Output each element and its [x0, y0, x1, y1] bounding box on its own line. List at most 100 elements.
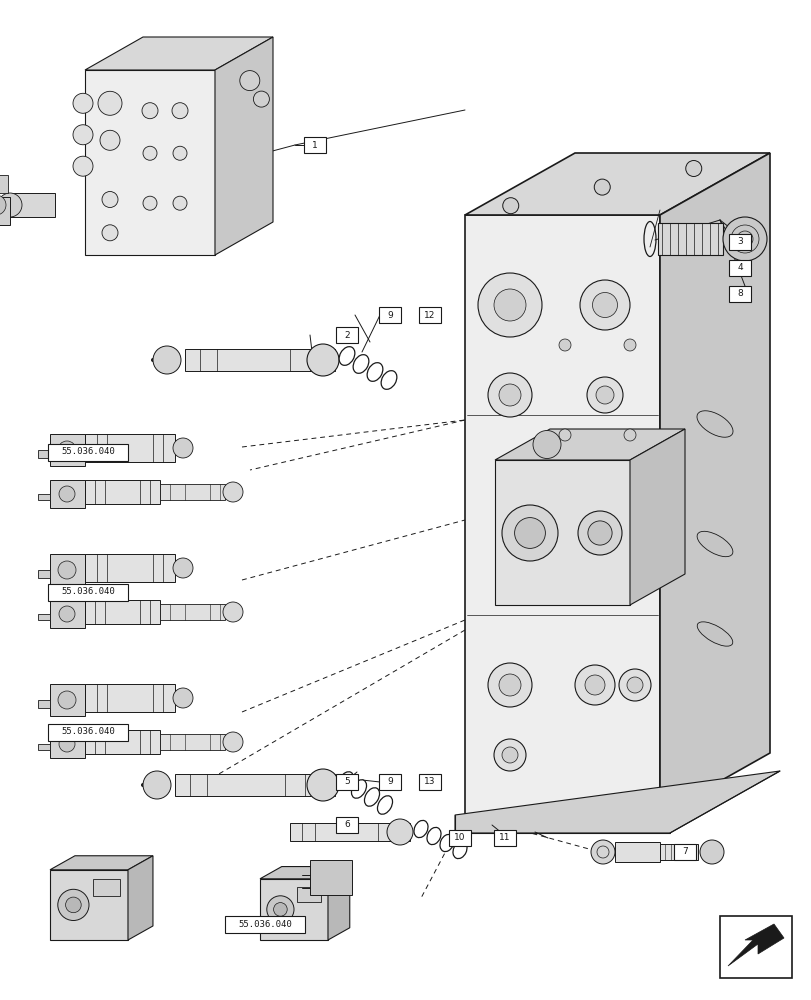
Circle shape	[586, 377, 622, 413]
Bar	[160, 604, 225, 620]
Bar	[85, 730, 160, 754]
Ellipse shape	[338, 772, 353, 790]
Bar	[50, 600, 85, 628]
Circle shape	[594, 179, 610, 195]
Circle shape	[493, 739, 526, 771]
Text: 4: 4	[736, 263, 742, 272]
Bar	[50, 730, 85, 758]
Circle shape	[0, 193, 22, 217]
Polygon shape	[85, 70, 215, 255]
Polygon shape	[85, 37, 272, 70]
Bar	[297, 887, 321, 902]
Text: 9: 9	[387, 310, 393, 320]
Circle shape	[574, 665, 614, 705]
Ellipse shape	[414, 820, 427, 838]
Circle shape	[623, 339, 635, 351]
Circle shape	[73, 125, 93, 145]
Text: 55.036.040: 55.036.040	[238, 920, 291, 929]
Circle shape	[307, 344, 338, 376]
Text: 11: 11	[499, 833, 510, 842]
Bar	[50, 480, 85, 508]
Circle shape	[253, 91, 269, 107]
Polygon shape	[260, 867, 350, 879]
Ellipse shape	[427, 827, 440, 845]
Bar	[379, 774, 401, 790]
Circle shape	[307, 769, 338, 801]
Bar	[336, 327, 358, 343]
Circle shape	[587, 521, 611, 545]
Bar	[493, 830, 515, 846]
Text: 1: 1	[311, 141, 317, 150]
Circle shape	[223, 602, 242, 622]
Circle shape	[584, 675, 604, 695]
Circle shape	[592, 292, 616, 318]
Bar	[719, 916, 791, 978]
Circle shape	[223, 732, 242, 752]
Text: 55.036.040: 55.036.040	[61, 448, 114, 456]
Circle shape	[618, 669, 650, 701]
Ellipse shape	[339, 347, 354, 365]
Polygon shape	[465, 215, 659, 815]
Bar	[728, 234, 750, 250]
Ellipse shape	[353, 355, 368, 373]
Text: 8: 8	[736, 290, 742, 298]
Circle shape	[626, 677, 642, 693]
Circle shape	[502, 198, 518, 214]
Circle shape	[143, 771, 171, 799]
Bar	[38, 570, 50, 578]
Circle shape	[143, 196, 157, 210]
Bar	[657, 223, 722, 255]
Circle shape	[102, 225, 118, 241]
Bar	[0, 197, 10, 225]
Circle shape	[501, 747, 517, 763]
Ellipse shape	[351, 780, 366, 798]
Circle shape	[173, 438, 193, 458]
Text: 6: 6	[344, 820, 350, 829]
Bar	[50, 554, 85, 586]
Circle shape	[590, 840, 614, 864]
Bar	[310, 860, 351, 895]
Polygon shape	[727, 924, 783, 966]
Bar	[336, 817, 358, 833]
Circle shape	[58, 691, 76, 709]
Bar	[175, 774, 335, 796]
Circle shape	[173, 688, 193, 708]
Bar	[92, 879, 120, 896]
Bar	[225, 916, 305, 933]
Circle shape	[100, 130, 120, 150]
Bar	[290, 823, 410, 841]
Bar	[50, 434, 85, 466]
Ellipse shape	[367, 363, 383, 381]
Bar	[0, 175, 8, 193]
Polygon shape	[50, 856, 152, 870]
Circle shape	[478, 273, 541, 337]
Circle shape	[152, 346, 181, 374]
Text: 55.036.040: 55.036.040	[61, 587, 114, 596]
Circle shape	[558, 429, 570, 441]
Circle shape	[102, 191, 118, 208]
Circle shape	[66, 897, 81, 913]
Text: 7: 7	[681, 847, 687, 856]
Circle shape	[501, 505, 557, 561]
Circle shape	[59, 736, 75, 752]
Circle shape	[487, 373, 531, 417]
Text: 9: 9	[387, 778, 393, 786]
Polygon shape	[260, 879, 328, 940]
Circle shape	[487, 663, 531, 707]
Circle shape	[73, 93, 93, 113]
Circle shape	[0, 195, 6, 215]
Circle shape	[73, 156, 93, 176]
Bar	[185, 349, 335, 371]
Circle shape	[59, 606, 75, 622]
Bar	[48, 723, 128, 740]
Circle shape	[98, 91, 122, 115]
Text: 13: 13	[423, 778, 436, 786]
Circle shape	[595, 386, 613, 404]
Circle shape	[173, 558, 193, 578]
Circle shape	[273, 903, 287, 916]
Bar	[85, 684, 175, 712]
Bar	[418, 307, 440, 323]
Polygon shape	[128, 856, 152, 940]
Polygon shape	[328, 867, 350, 940]
Ellipse shape	[364, 788, 379, 806]
